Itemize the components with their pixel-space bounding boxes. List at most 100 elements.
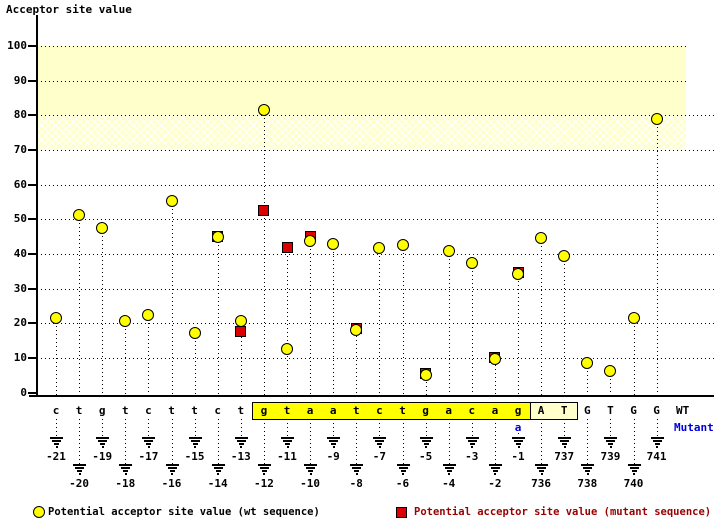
wt-point	[211, 230, 224, 243]
legend-mutant-marker-icon	[396, 507, 407, 518]
position-leader	[425, 419, 427, 437]
wt-point	[558, 249, 571, 262]
sequence-letter: a	[491, 404, 499, 417]
position-leader	[633, 419, 635, 464]
y-tick-label: 40	[13, 247, 27, 261]
mutant-point	[235, 326, 247, 338]
gridline	[37, 323, 714, 325]
sequence-letter: A	[537, 404, 545, 417]
y-tick	[28, 183, 37, 186]
mutant-point	[258, 205, 270, 217]
score-band	[37, 115, 686, 151]
exon-highlight-box	[529, 402, 578, 420]
point-stem	[333, 244, 335, 396]
wt-point	[535, 231, 548, 244]
ground-symbol-icon	[118, 464, 133, 476]
wt-point	[650, 112, 663, 125]
gridline	[37, 150, 714, 152]
position-label: -20	[69, 477, 90, 490]
position-label: 740	[623, 477, 644, 490]
gridline	[37, 288, 714, 290]
ground-symbol-icon	[211, 464, 226, 476]
position-label: -14	[207, 477, 228, 490]
position-label: -8	[349, 477, 363, 490]
sequence-letter: t	[168, 404, 175, 417]
y-tick	[28, 287, 37, 290]
position-label: -21	[46, 450, 66, 463]
position-label: -5	[418, 450, 433, 463]
position-label: -18	[115, 477, 136, 490]
wt-point	[604, 365, 617, 378]
ground-symbol-icon	[349, 464, 364, 476]
position-leader	[471, 419, 473, 437]
position-leader	[56, 419, 57, 437]
wt-point	[442, 245, 455, 258]
position-label: -9	[326, 450, 340, 463]
point-stem	[102, 228, 104, 396]
mutant-base-letter: a	[514, 421, 522, 434]
wt-point	[50, 312, 62, 325]
ground-symbol-icon	[49, 437, 64, 449]
ground-symbol-icon	[442, 464, 457, 476]
ground-symbol-icon	[303, 464, 318, 476]
y-tick	[28, 149, 37, 152]
gridline	[37, 80, 686, 82]
point-stem	[263, 110, 265, 396]
point-stem	[656, 118, 658, 396]
wt-point	[627, 312, 640, 325]
sequence-letter: g	[514, 404, 522, 417]
point-stem	[125, 321, 127, 396]
sequence-letter: t	[191, 404, 198, 417]
position-label: -11	[277, 450, 297, 463]
wt-point	[234, 314, 247, 327]
position-label: 739	[600, 450, 621, 463]
ground-symbol-icon	[141, 437, 156, 449]
position-leader	[356, 419, 358, 464]
wt-point	[119, 315, 132, 328]
y-tick-label: 70	[13, 143, 27, 157]
position-leader	[564, 419, 566, 437]
position-leader	[656, 419, 658, 437]
sequence-letter: t	[75, 404, 83, 417]
point-stem	[541, 237, 543, 396]
ground-symbol-icon	[580, 464, 595, 476]
sequence-letter: c	[214, 404, 221, 417]
y-tick-label: 60	[13, 177, 27, 191]
y-tick	[28, 45, 37, 48]
point-stem	[425, 373, 427, 396]
position-label: -15	[184, 450, 205, 463]
sequence-letter: G	[583, 404, 591, 417]
ground-symbol-icon	[280, 437, 295, 449]
position-leader	[610, 419, 612, 437]
y-tick-label: 80	[13, 108, 27, 122]
sequence-letter: g	[422, 404, 429, 417]
ground-symbol-icon	[488, 464, 503, 476]
position-label: -12	[253, 477, 274, 490]
point-stem	[148, 314, 150, 396]
ground-symbol-icon	[465, 437, 480, 449]
ground-symbol-icon	[534, 464, 549, 476]
ground-symbol-icon	[188, 437, 203, 449]
position-leader	[541, 419, 543, 464]
point-stem	[518, 272, 519, 396]
position-leader	[402, 419, 404, 464]
position-leader	[240, 419, 242, 437]
y-tick-label: 10	[13, 351, 27, 365]
position-leader	[194, 419, 196, 437]
sequence-letter: a	[306, 404, 314, 417]
point-stem	[356, 328, 358, 396]
ground-symbol-icon	[72, 464, 87, 476]
sequence-letter: a	[329, 404, 337, 417]
sequence-letter: T	[560, 404, 568, 417]
point-stem	[287, 247, 288, 396]
ground-symbol-icon	[650, 437, 665, 449]
position-leader	[333, 419, 335, 437]
position-leader	[79, 419, 81, 464]
sequence-letter: g	[98, 404, 106, 417]
ground-symbol-icon	[234, 437, 249, 449]
gridline	[37, 46, 686, 48]
sequence-letter: t	[399, 404, 406, 417]
position-label: 741	[646, 450, 667, 463]
y-tick	[28, 391, 37, 394]
point-stem	[310, 236, 312, 396]
